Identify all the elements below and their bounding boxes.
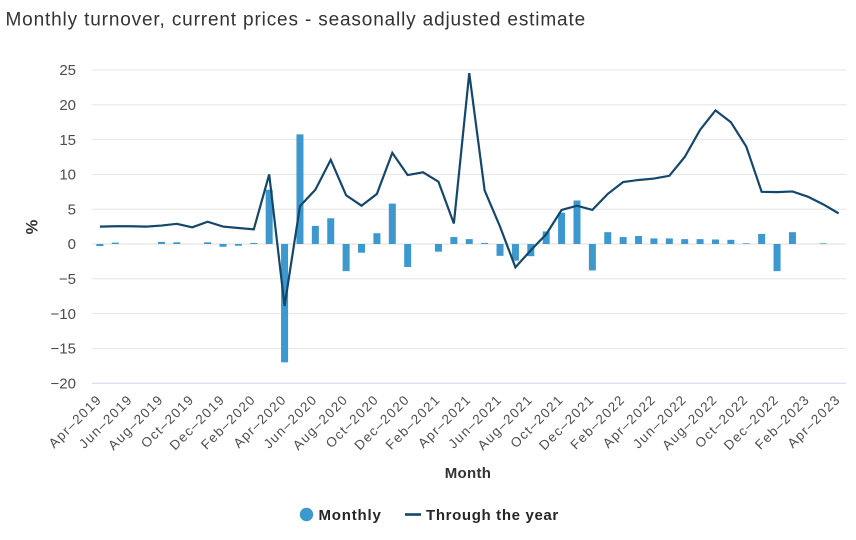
svg-text:25: 25 [59,62,76,79]
svg-text:−10: −10 [51,306,76,323]
svg-text:0: 0 [68,236,76,253]
svg-text:15: 15 [59,132,76,149]
svg-text:Through the year: Through the year [426,507,559,524]
svg-text:%: % [24,219,42,234]
svg-text:20: 20 [59,97,76,114]
svg-text:Monthly turnover, current pric: Monthly turnover, current prices - seaso… [6,10,587,31]
svg-text:−5: −5 [59,271,76,288]
svg-text:5: 5 [68,201,76,218]
svg-text:−15: −15 [51,341,76,358]
svg-text:−20: −20 [51,375,76,392]
svg-text:Month: Month [445,465,491,482]
svg-text:10: 10 [59,167,76,184]
svg-text:Monthly: Monthly [319,507,382,524]
